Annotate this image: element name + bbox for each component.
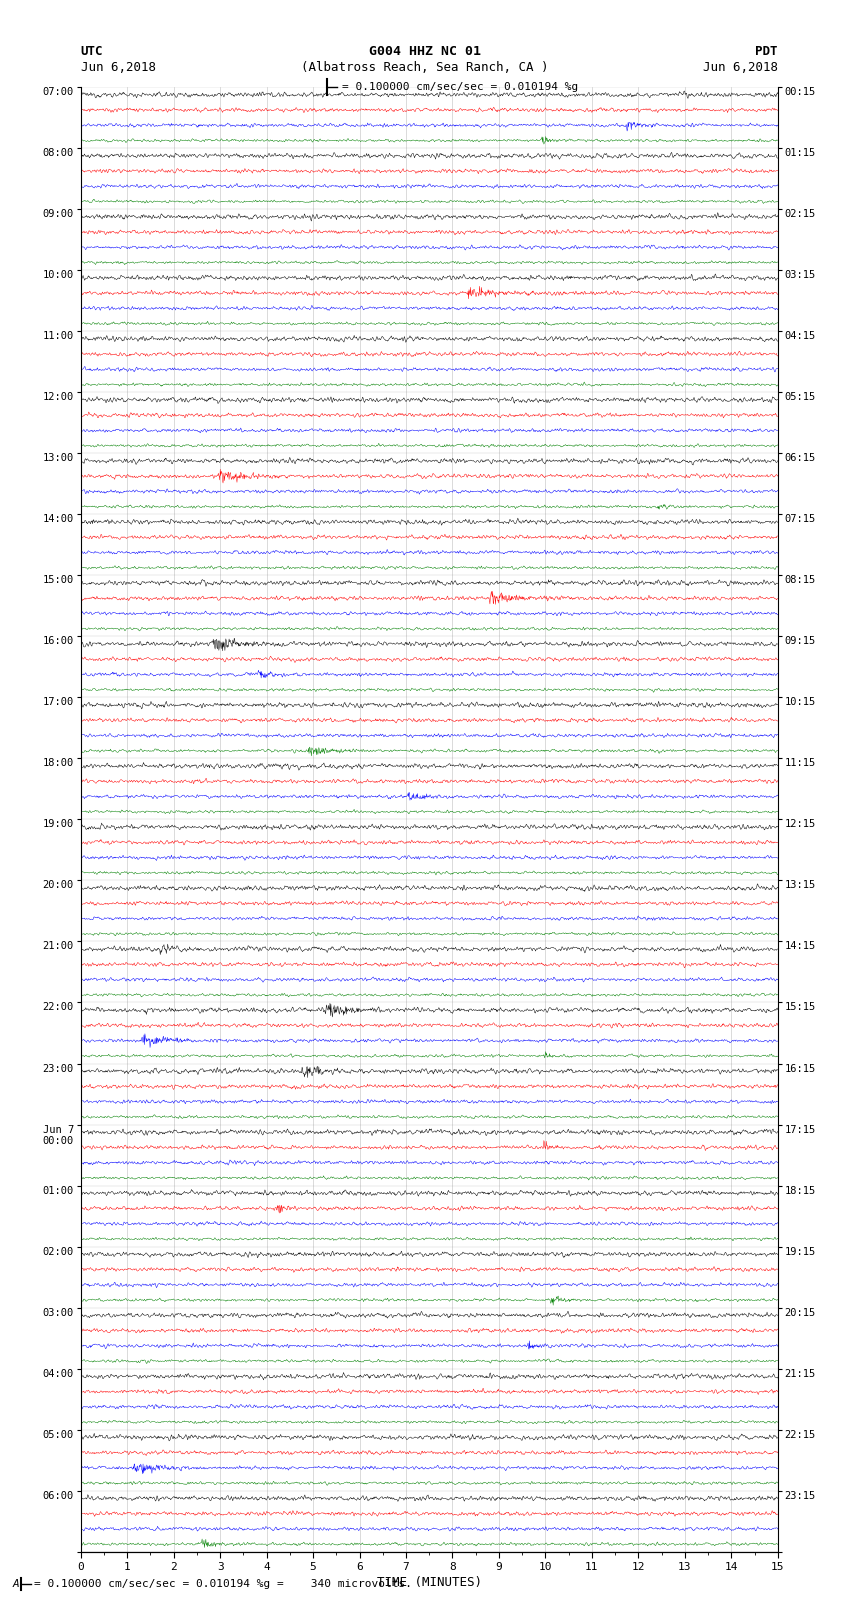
Text: Jun 6,2018: Jun 6,2018 [703,61,778,74]
Text: PDT: PDT [756,45,778,58]
Text: (Albatross Reach, Sea Ranch, CA ): (Albatross Reach, Sea Ranch, CA ) [301,61,549,74]
Text: = 0.100000 cm/sec/sec = 0.010194 %g: = 0.100000 cm/sec/sec = 0.010194 %g [342,82,578,92]
Text: A: A [13,1579,20,1589]
Text: = 0.100000 cm/sec/sec = 0.010194 %g =    340 microvolts.: = 0.100000 cm/sec/sec = 0.010194 %g = 34… [34,1579,412,1589]
Text: Jun 6,2018: Jun 6,2018 [81,61,156,74]
Text: UTC: UTC [81,45,103,58]
Text: G004 HHZ NC 01: G004 HHZ NC 01 [369,45,481,58]
X-axis label: TIME (MINUTES): TIME (MINUTES) [377,1576,482,1589]
